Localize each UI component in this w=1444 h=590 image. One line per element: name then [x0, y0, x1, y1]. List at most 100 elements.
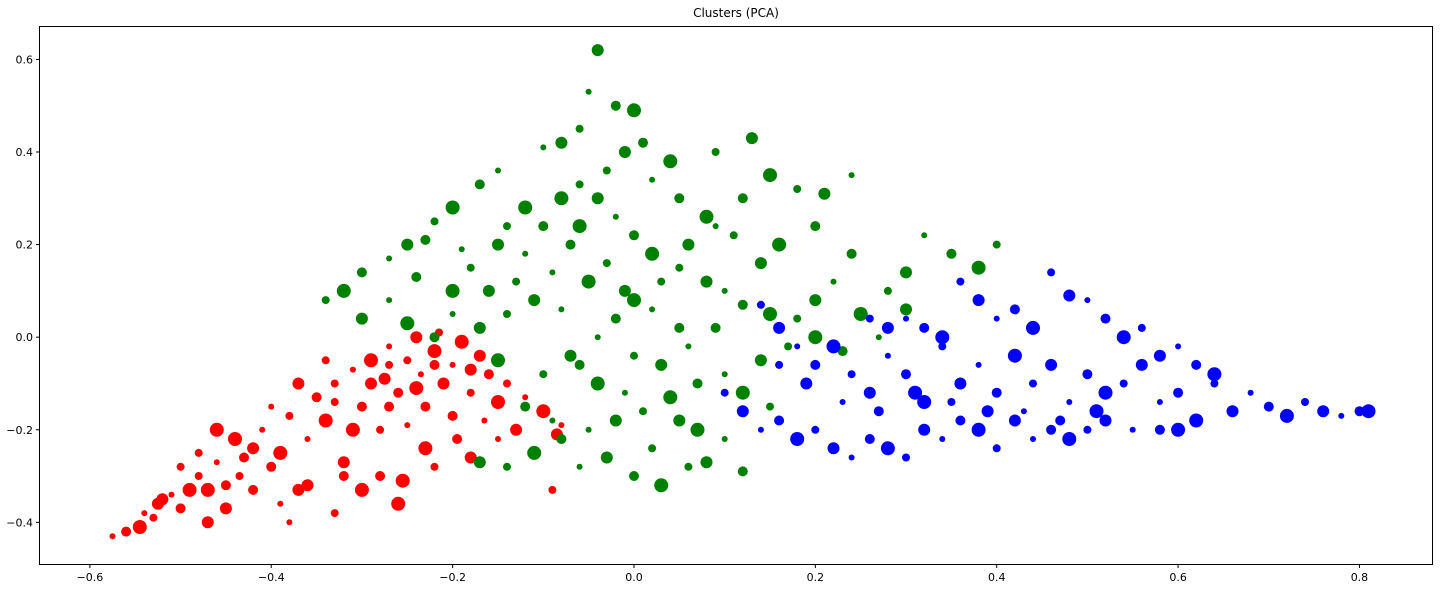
point-cluster-1: [649, 177, 655, 183]
point-cluster-2: [1045, 359, 1057, 371]
point-cluster-2: [737, 405, 749, 417]
point-cluster-1: [459, 246, 465, 252]
point-cluster-1: [763, 168, 777, 182]
point-cluster-0: [375, 471, 385, 481]
point-cluster-1: [576, 180, 584, 188]
point-cluster-1: [586, 89, 592, 95]
point-cluster-1: [483, 285, 495, 297]
point-cluster-0: [346, 423, 360, 437]
point-cluster-1: [972, 261, 986, 275]
y-tick-label: 0.4: [16, 146, 34, 159]
point-cluster-1: [921, 232, 927, 238]
point-cluster-1: [554, 191, 568, 205]
point-cluster-0: [409, 381, 423, 395]
point-cluster-1: [503, 310, 511, 318]
point-cluster-1: [629, 230, 639, 240]
point-cluster-0: [495, 436, 501, 442]
point-cluster-1: [411, 272, 421, 282]
point-cluster-1: [386, 256, 392, 262]
point-cluster-1: [603, 259, 611, 267]
point-cluster-0: [338, 456, 350, 468]
point-cluster-1: [595, 334, 601, 340]
point-cluster-0: [474, 350, 486, 362]
x-tick-label: 0.4: [988, 571, 1006, 584]
point-cluster-2: [1362, 404, 1376, 418]
point-cluster-2: [982, 405, 994, 417]
point-cluster-1: [420, 235, 430, 245]
point-cluster-0: [365, 378, 377, 390]
x-tick-label: 0.8: [1351, 571, 1369, 584]
point-cluster-1: [648, 444, 656, 452]
point-cluster-0: [522, 394, 528, 400]
point-cluster-1: [467, 264, 475, 272]
point-cluster-1: [512, 278, 520, 286]
point-cluster-1: [766, 403, 774, 411]
point-cluster-2: [994, 316, 1000, 322]
point-cluster-0: [431, 463, 439, 471]
point-cluster-0: [319, 414, 333, 428]
point-cluster-1: [808, 330, 822, 344]
point-cluster-0: [393, 388, 403, 398]
point-cluster-1: [613, 214, 619, 220]
point-cluster-2: [881, 441, 895, 455]
point-cluster-1: [746, 132, 758, 144]
point-cluster-0: [302, 479, 314, 491]
point-cluster-2: [1029, 380, 1037, 388]
point-cluster-0: [418, 371, 424, 377]
point-cluster-2: [1175, 343, 1181, 349]
x-tick-label: −0.4: [258, 571, 285, 584]
point-cluster-0: [467, 389, 475, 397]
point-cluster-2: [1066, 399, 1072, 405]
point-cluster-0: [379, 373, 391, 385]
point-cluster-1: [527, 446, 541, 460]
point-cluster-0: [195, 449, 203, 457]
point-cluster-1: [993, 241, 1001, 249]
point-cluster-0: [210, 423, 224, 437]
point-cluster-2: [828, 442, 840, 454]
point-cluster-0: [350, 367, 356, 373]
point-cluster-2: [908, 386, 922, 400]
point-cluster-1: [738, 300, 748, 310]
point-cluster-2: [1117, 330, 1131, 344]
point-cluster-2: [1227, 405, 1239, 417]
point-cluster-2: [1248, 390, 1254, 396]
point-cluster-1: [693, 379, 703, 389]
point-cluster-1: [849, 172, 855, 178]
point-cluster-2: [1026, 321, 1040, 335]
point-cluster-0: [221, 480, 231, 490]
point-cluster-1: [736, 386, 750, 400]
point-cluster-0: [202, 516, 214, 528]
point-cluster-1: [638, 138, 648, 148]
point-cluster-1: [503, 222, 511, 230]
point-cluster-1: [700, 210, 714, 224]
point-cluster-0: [220, 502, 232, 514]
point-cluster-2: [1009, 415, 1021, 427]
point-cluster-0: [277, 501, 283, 507]
point-cluster-1: [657, 278, 665, 286]
point-cluster-1: [763, 307, 777, 321]
point-cluster-2: [1008, 349, 1022, 363]
point-cluster-0: [285, 412, 293, 420]
point-cluster-1: [884, 287, 892, 295]
point-cluster-1: [713, 223, 719, 229]
point-cluster-1: [450, 311, 456, 317]
point-cluster-0: [355, 483, 369, 497]
point-cluster-1: [337, 284, 351, 298]
point-cluster-2: [882, 322, 894, 334]
point-cluster-1: [691, 423, 705, 437]
point-cluster-1: [673, 415, 685, 427]
point-cluster-2: [902, 454, 910, 462]
point-cluster-2: [865, 434, 875, 444]
y-tick-label: 0.2: [16, 239, 34, 252]
point-cluster-2: [775, 361, 783, 369]
point-cluster-0: [259, 427, 265, 433]
point-cluster-2: [1154, 350, 1166, 362]
point-cluster-2: [866, 315, 874, 323]
point-cluster-1: [446, 201, 460, 215]
point-cluster-0: [141, 510, 147, 516]
point-cluster-2: [956, 278, 964, 286]
point-cluster-0: [438, 378, 450, 390]
point-cluster-1: [474, 456, 486, 468]
point-cluster-2: [1155, 425, 1165, 435]
